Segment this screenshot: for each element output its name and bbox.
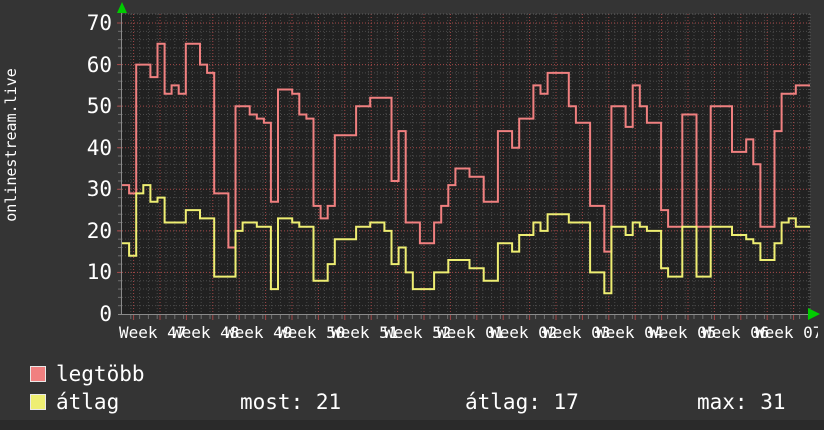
- x-axis-arrow-icon: [808, 308, 820, 320]
- y-tick-label: 60: [86, 52, 112, 77]
- y-tick-label: 0: [99, 302, 112, 326]
- x-tick-label: Week 49: [225, 323, 293, 342]
- legend-swatch-atlag: [30, 394, 46, 410]
- stat-atlag: átlag: 17: [465, 390, 579, 414]
- data-series: [122, 42, 810, 295]
- legend-label-atlag: átlag: [56, 390, 120, 414]
- x-tick-label: Week 06: [702, 323, 770, 342]
- x-tick-label: Week 03: [543, 323, 611, 342]
- y-tick-label: 30: [86, 177, 112, 202]
- y-tick-label: 10: [86, 260, 112, 285]
- x-axis-labels: Week 47 Week 48 Week 49 Week 50 Week 51 Week …: [0, 323, 818, 345]
- stat-most: most: 21: [240, 390, 342, 414]
- series-line-legtobb: [122, 42, 810, 253]
- x-tick-label: Week 52: [384, 323, 452, 342]
- x-tick-label: Week 48: [172, 323, 240, 342]
- x-tick-label: Week 07: [755, 323, 818, 342]
- y-axis-arrow-icon: [117, 2, 127, 13]
- plot-area: [122, 14, 810, 314]
- y-tick-label: 20: [86, 218, 112, 243]
- axis-ticks: [117, 22, 809, 320]
- x-tick-label: Week 47: [119, 323, 187, 342]
- y-tick-label: 50: [86, 94, 112, 119]
- y-tick-label: 70: [86, 11, 112, 35]
- x-tick-label: Week 04: [596, 323, 664, 342]
- axes: [118, 12, 814, 315]
- x-tick-label: Week 51: [331, 323, 399, 342]
- footer-strip: [0, 420, 824, 430]
- stat-max: max: 31: [697, 390, 786, 414]
- y-tick-label: 40: [86, 135, 112, 160]
- legend-label-legtobb: legtöbb: [56, 362, 145, 386]
- series-line-atlag: [122, 184, 810, 295]
- legend-swatch-legtobb: [30, 366, 46, 382]
- x-tick-label: Week 01: [437, 323, 505, 342]
- x-tick-label: Week 02: [490, 323, 558, 342]
- x-tick-label: Week 05: [649, 323, 717, 342]
- x-tick-label: Week 50: [278, 323, 346, 342]
